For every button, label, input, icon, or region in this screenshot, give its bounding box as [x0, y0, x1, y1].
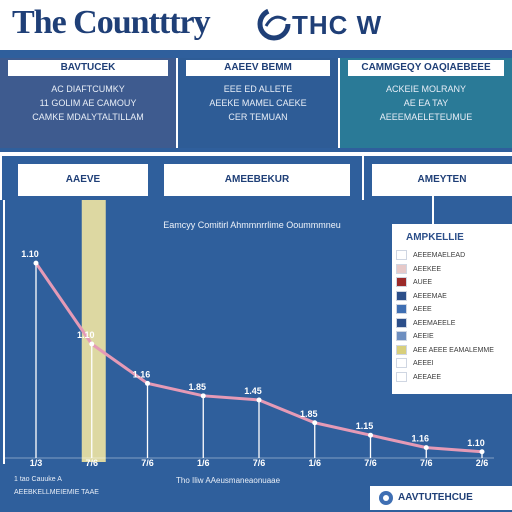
- header-bar: [0, 0, 512, 50]
- legend-swatch: [396, 358, 407, 368]
- legend-item: AEEE: [396, 304, 432, 314]
- info-panel-1: BAVTUCEK AC DIAFTCUMKY 11 GOLIM AE CAMOU…: [0, 58, 178, 148]
- legend-swatch: [396, 263, 407, 274]
- info-panel-3: CAMMGEQY OAQIAEBEEE ACKEIE MOLRANY AE EA…: [340, 58, 512, 148]
- brand-logo-icon: [257, 7, 291, 41]
- legend-item: AEEEI: [396, 358, 434, 368]
- section-label-c: AMEYTEN: [372, 164, 512, 196]
- legend-label: AEEEMAE: [413, 292, 447, 300]
- legend-swatch: [396, 304, 407, 314]
- data-label: 1.45: [244, 386, 262, 396]
- x-tick-label: 1/6: [308, 458, 321, 468]
- x-tick-label: 1/3: [30, 458, 43, 468]
- legend-label: AEEE: [413, 305, 432, 313]
- data-point: [479, 449, 485, 455]
- footer-logo-icon: [379, 491, 393, 505]
- line-chart: Eamcyy Comitirl Ahmmnrrlime Ooummmneu 1.…: [3, 200, 494, 468]
- brand-wordmark: THC W: [292, 10, 383, 40]
- legend-item: AUEE: [396, 277, 432, 287]
- panel-title: BAVTUCEK: [8, 60, 168, 76]
- data-point: [145, 380, 150, 386]
- legend-item: AEEMAEELE: [396, 317, 456, 328]
- data-point: [368, 432, 373, 438]
- page-title: The Countttry: [12, 4, 211, 41]
- legend-swatch: [396, 290, 407, 301]
- legend-item: AEEAEE: [396, 371, 442, 382]
- legend-swatch: [396, 250, 407, 260]
- x-tick-label: 7/6: [420, 458, 433, 468]
- data-point: [33, 260, 39, 266]
- footer-brand: AAVTUTEHCUE: [398, 492, 473, 503]
- source-credit: Tho Iliw AAeusmaneaonuaae: [176, 476, 281, 485]
- connector-line: [362, 156, 364, 200]
- data-point: [312, 420, 318, 426]
- legend-label: AEEAEE: [413, 373, 442, 381]
- chart-legend: AMPKELLIE AEEEMAELEAD AEEKEE AUEE AEEEMAE AE…: [392, 224, 512, 394]
- legend-label: AEE AEEE EAMALEMME: [413, 346, 494, 354]
- legend-item: AEE AEEE EAMALEMME: [396, 344, 494, 355]
- legend-swatch: [396, 371, 407, 382]
- panel-title: AAEEV BEMM: [186, 60, 330, 76]
- footer-brand-box: [370, 486, 512, 510]
- highlight-band: [81, 200, 106, 462]
- legend-label: AEEKEE: [413, 265, 442, 273]
- panel-line: 11 GOLIM AE CAMOUY: [39, 98, 137, 108]
- panel-line: AEEKE MAMEL CAEKE: [209, 98, 307, 108]
- x-tick-label: 1/6: [197, 458, 210, 468]
- data-label: 1.85: [300, 409, 318, 419]
- panel-line: CER TEMUAN: [228, 112, 288, 122]
- data-label: 1.10: [467, 438, 485, 448]
- legend-swatch: [396, 277, 407, 287]
- footer-note-secondary: AEEBKELLMEIEMIE TAAE: [14, 489, 99, 496]
- legend-label: AEEEMAELEAD: [413, 251, 466, 259]
- data-label: 1.16: [133, 369, 151, 379]
- x-tick-label: 2/6: [476, 458, 489, 468]
- data-point: [89, 341, 95, 347]
- x-tick-label: 7/6: [85, 458, 98, 468]
- legend-label: AEEEI: [413, 359, 434, 367]
- legend-item: AEEEMAE: [396, 290, 447, 301]
- data-label: 1.16: [411, 434, 429, 444]
- panel-line: AEEEMAELETEUMUE: [379, 112, 473, 122]
- panel-line: AE EA TAY: [403, 98, 449, 108]
- legend-swatch: [396, 344, 407, 355]
- legend-label: AEEIE: [413, 332, 434, 340]
- panel-title: CAMMGEQY OAQIAEBEEE: [348, 60, 504, 76]
- data-label: 1.85: [188, 382, 206, 392]
- x-tick-label: 7/6: [141, 458, 154, 468]
- panel-line: CAMKE MDALYTALTILLAM: [32, 112, 144, 122]
- data-label: 1.15: [356, 421, 374, 431]
- data-label: 1.10: [21, 249, 39, 259]
- section-label-a: AAEVE: [18, 164, 148, 196]
- section-label-b: AMEEBEKUR: [164, 164, 350, 196]
- data-point: [423, 445, 429, 451]
- legend-item: AEEKEE: [396, 263, 442, 274]
- legend-title: AMPKELLIE: [406, 232, 464, 243]
- connector-line: [0, 156, 2, 200]
- panel-line: ACKEIE MOLRANY: [385, 84, 467, 94]
- panel-line: AC DIAFTCUMKY: [51, 84, 125, 94]
- section-divider: [0, 152, 512, 156]
- data-point: [200, 393, 206, 399]
- legend-label: AUEE: [413, 278, 433, 286]
- legend-item: AEEIE: [396, 331, 434, 341]
- footer-note: 1 tao Cauuke A: [14, 476, 62, 483]
- data-label: 1.10: [77, 330, 95, 340]
- legend-swatch: [396, 317, 407, 328]
- panel-line: EEE ED ALLETE: [223, 84, 293, 94]
- connector-line: [432, 196, 434, 226]
- legend-label: AEEMAEELE: [413, 319, 456, 327]
- chart-title: Eamcyy Comitirl Ahmmnrrlime Ooummmneu: [163, 220, 341, 230]
- data-point: [256, 397, 262, 403]
- x-tick-label: 7/6: [364, 458, 377, 468]
- legend-item: AEEEMAELEAD: [396, 250, 465, 260]
- info-panel-2: AAEEV BEMM EEE ED ALLETE AEEKE MAMEL CAE…: [178, 58, 340, 148]
- x-tick-label: 7/6: [253, 458, 266, 468]
- legend-swatch: [396, 331, 407, 341]
